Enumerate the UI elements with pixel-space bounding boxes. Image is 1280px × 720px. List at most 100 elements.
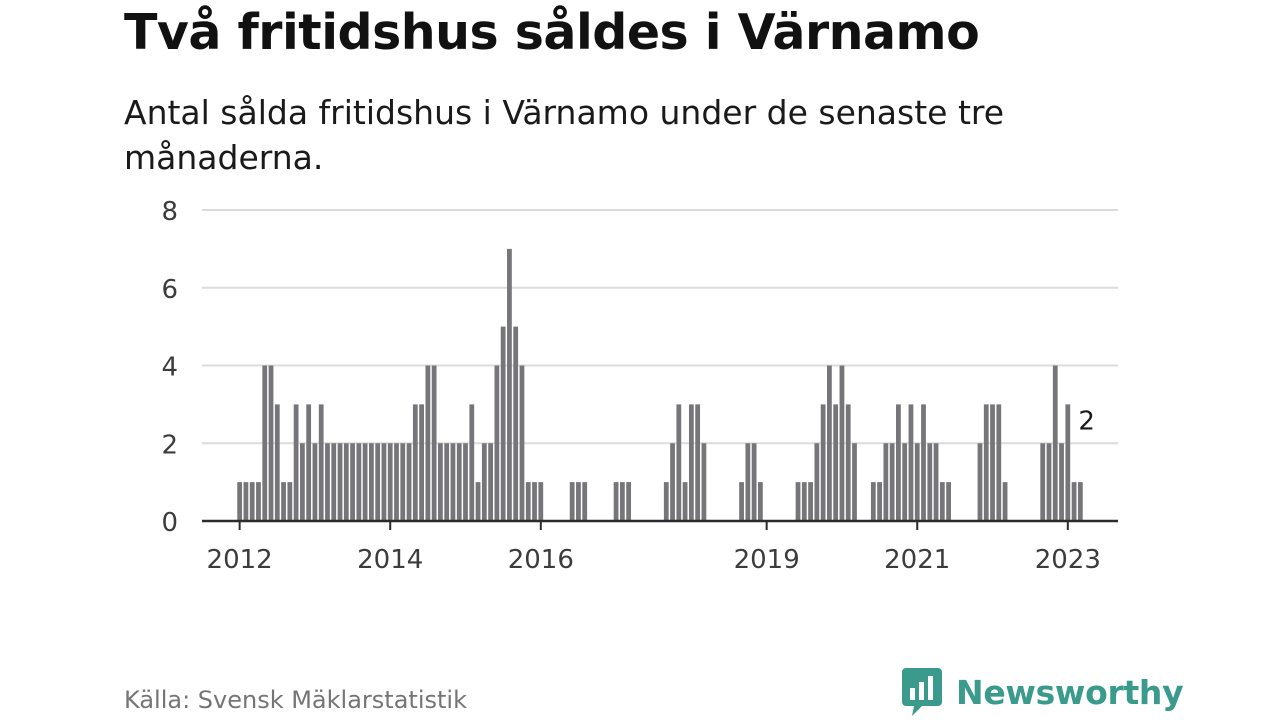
page-title: Två fritidshus såldes i Värnamo [124, 4, 980, 61]
x-tick-label-2021: 2021 [884, 545, 950, 575]
bar-2014-07 [425, 365, 431, 521]
bar-2021-04 [933, 443, 939, 521]
x-tick-label-2019: 2019 [734, 545, 800, 575]
y-tick-label-4: 4 [161, 353, 178, 383]
bar-2017-02 [619, 482, 625, 521]
bar-2012-11 [299, 443, 305, 521]
bar-2015-01 [463, 443, 468, 521]
bar-2015-05 [488, 443, 493, 521]
bar-2018-03 [701, 443, 707, 521]
bar-2014-09 [438, 443, 443, 521]
page-subtitle: Antal sålda fritidshus i Värnamo under d… [124, 93, 1005, 177]
bar-2021-02 [921, 404, 926, 521]
bar-2013-08 [356, 443, 362, 521]
bar-2015-08 [507, 248, 512, 521]
bar-2018-12 [757, 482, 763, 521]
bar-2018-09 [739, 482, 744, 521]
brand-logo[interactable]: Newsworthy [902, 668, 1184, 716]
bar-2017-09 [663, 482, 669, 521]
bar-2016-07 [576, 482, 581, 521]
bar-2012-03 [249, 482, 255, 521]
bar-2012-06 [268, 365, 274, 521]
bar-2016-08 [582, 482, 588, 521]
bar-2013-11 [375, 443, 381, 521]
y-tick-label-6: 6 [161, 275, 178, 305]
bar-2013-05 [337, 443, 343, 521]
bar-2022-02 [996, 404, 1002, 521]
bar-2020-10 [896, 404, 901, 521]
bar-2019-11 [827, 365, 832, 521]
x-axis-labels: 2012 2014 2016 2019 2021 2023 [207, 545, 1101, 575]
bar-2021-11 [977, 443, 983, 521]
y-tick-label-2: 2 [161, 430, 178, 460]
bar-2014-02 [394, 443, 399, 521]
bar-2020-11 [902, 443, 908, 521]
brand-name: Newsworthy [956, 672, 1184, 712]
bar-2022-12 [1059, 443, 1064, 521]
bar-2013-09 [362, 443, 368, 521]
bar-2014-01 [387, 443, 393, 521]
bar-2018-10 [745, 443, 751, 521]
bar-2013-12 [381, 443, 387, 521]
bar-2016-01 [538, 482, 544, 521]
bar-2020-07 [877, 482, 882, 521]
bar-2020-02 [845, 404, 851, 521]
bar-2020-08 [883, 443, 889, 521]
bar-2014-04 [406, 443, 412, 521]
bar-2020-09 [889, 443, 895, 521]
newsworthy-logo-icon [902, 668, 942, 716]
bar-2015-12 [532, 482, 537, 521]
bar-2019-09 [814, 443, 820, 521]
bar-2023-01 [1065, 404, 1071, 521]
bar-2012-04 [256, 482, 261, 521]
bar-2017-12 [682, 482, 688, 521]
grid-lines [202, 209, 1118, 445]
bar-2016-06 [569, 482, 575, 521]
bar-2019-07 [801, 482, 807, 521]
bar-2022-11 [1052, 365, 1058, 521]
source-note: Källa: Svensk Mäklarstatistik [124, 686, 467, 714]
bar-2013-10 [369, 443, 374, 521]
bar-2013-04 [331, 443, 337, 521]
bar-2023-03 [1077, 482, 1083, 521]
bar-2022-03 [1002, 482, 1008, 521]
bar-2014-10 [444, 443, 450, 521]
bar-2019-10 [820, 404, 826, 521]
bar-2015-11 [525, 482, 531, 521]
bar-2021-01 [914, 443, 920, 521]
bar-2022-01 [990, 404, 995, 521]
bar-2012-09 [287, 482, 293, 521]
bar-2015-02 [469, 404, 475, 521]
bar-2023-02 [1071, 482, 1077, 521]
y-tick-label-0: 0 [161, 508, 178, 538]
bar-2015-03 [475, 482, 481, 521]
bar-2018-02 [695, 404, 701, 521]
bar-2013-03 [325, 443, 330, 521]
bar-2020-06 [870, 482, 876, 521]
x-tick-label-2012: 2012 [207, 545, 273, 575]
bar-2012-10 [293, 404, 299, 521]
bar-2019-06 [795, 482, 801, 521]
bar-2017-10 [670, 443, 675, 521]
y-axis-labels: 0 2 4 6 8 [161, 197, 178, 538]
bar-2013-07 [350, 443, 355, 521]
x-tick-label-2014: 2014 [357, 545, 423, 575]
bar-2014-08 [431, 365, 437, 521]
bar-2021-06 [946, 482, 951, 521]
bar-2014-06 [419, 404, 424, 521]
bar-2015-09 [513, 326, 519, 521]
bar-2022-09 [1040, 443, 1046, 521]
bar-2015-10 [519, 365, 525, 521]
bar-2020-01 [839, 365, 845, 521]
bar-2014-12 [456, 443, 462, 521]
highlight-data-label: 2 [1078, 406, 1095, 436]
bar-2017-11 [676, 404, 682, 521]
bar-2020-12 [908, 404, 914, 521]
bars [237, 248, 1083, 521]
bar-2013-06 [343, 443, 349, 521]
bar-2012-07 [274, 404, 280, 521]
bar-2018-11 [751, 443, 757, 521]
bar-2021-05 [939, 482, 945, 521]
bar-2012-01 [237, 482, 243, 521]
